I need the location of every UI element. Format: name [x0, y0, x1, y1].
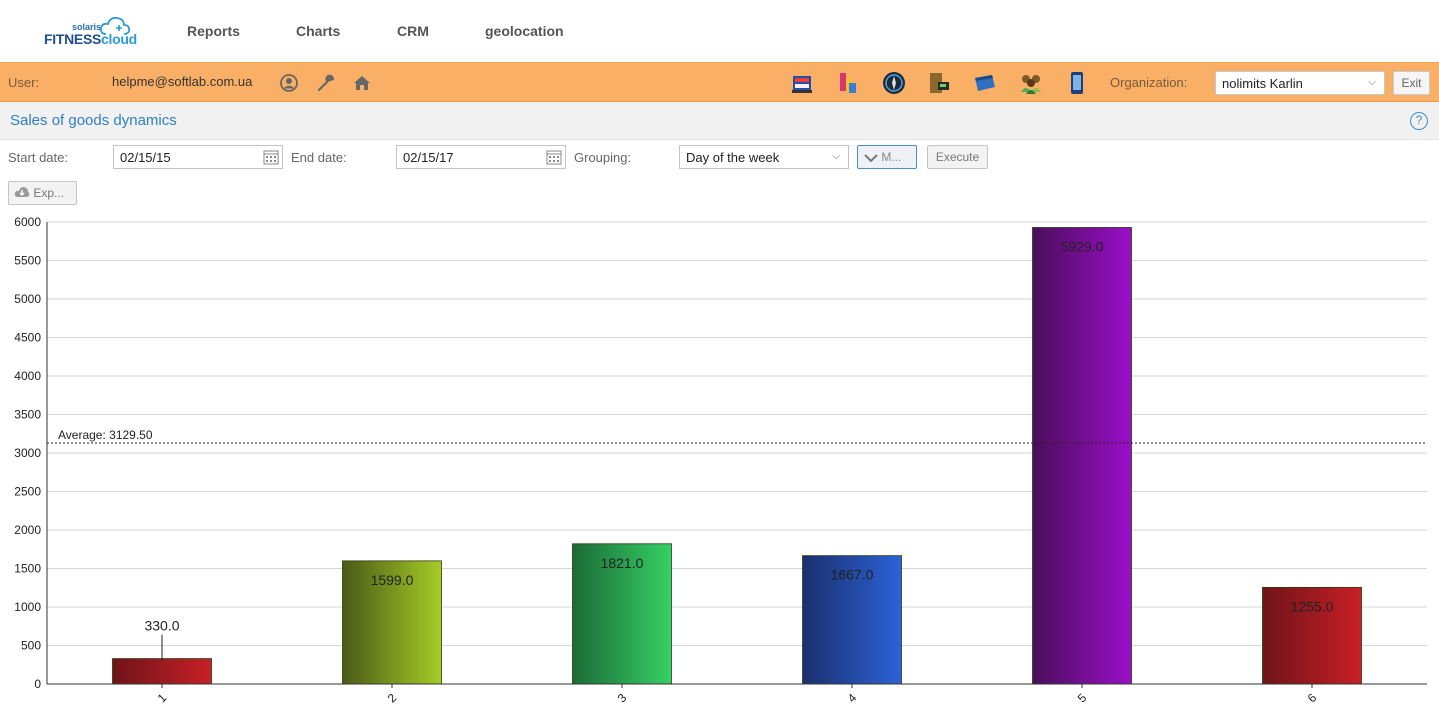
y-tick-label: 0	[34, 677, 41, 691]
average-label: Average: 3129.50	[58, 428, 153, 442]
bar[interactable]	[572, 543, 672, 685]
calendar-icon[interactable]	[546, 149, 562, 165]
export-label: Exp...	[33, 186, 65, 200]
page-title: Sales of goods dynamics	[10, 112, 177, 129]
y-tick-label: 4500	[14, 331, 41, 345]
start-date-label: Start date:	[8, 150, 68, 165]
mobile-device-icon[interactable]	[1064, 70, 1090, 96]
compass-icon[interactable]	[881, 70, 907, 96]
chevron-down-icon: ⌵	[1368, 77, 1376, 88]
door-access-icon[interactable]	[926, 70, 952, 96]
execute-button[interactable]: Execute	[927, 145, 988, 169]
data-label: 1667.0	[831, 567, 874, 583]
cloud-logo-icon	[99, 16, 131, 35]
end-date-input[interactable]: 02/15/17	[396, 145, 566, 169]
card-reader-icon[interactable]	[972, 70, 998, 96]
data-label: 1599.0	[371, 572, 414, 588]
calendar-icon[interactable]	[263, 149, 279, 165]
nav-crm[interactable]: CRM	[397, 23, 429, 39]
x-tick-label: 2	[385, 690, 400, 705]
chevron-down-icon: ⌵	[832, 151, 840, 162]
logo-solaris: solaris	[72, 22, 102, 32]
y-tick-label: 2000	[14, 523, 41, 537]
logo-fitness: FITNESScloud	[44, 31, 137, 47]
bar[interactable]	[342, 560, 442, 685]
profile-icon[interactable]	[279, 73, 299, 93]
wrench-icon[interactable]	[316, 73, 336, 93]
y-tick-label: 6000	[14, 215, 41, 229]
start-date-input[interactable]: 02/15/15	[113, 145, 283, 169]
cloud-download-icon	[14, 187, 30, 197]
home-icon[interactable]	[352, 73, 372, 93]
y-tick-label: 3500	[14, 408, 41, 422]
data-label: 330.0	[144, 618, 179, 634]
y-tick-label: 2500	[14, 485, 41, 499]
y-tick-label: 3000	[14, 446, 41, 460]
end-date-label: End date:	[291, 150, 347, 165]
user-email: helpme@softlab.com.ua	[112, 74, 253, 89]
y-tick-label: 5000	[14, 292, 41, 306]
cash-register-icon[interactable]	[789, 70, 815, 96]
x-tick-label: 5	[1075, 690, 1090, 705]
export-button[interactable]: Exp...	[8, 181, 77, 205]
user-label: User:	[8, 75, 40, 90]
nav-reports[interactable]: Reports	[187, 23, 240, 39]
multiselect-label: M...	[881, 150, 902, 164]
products-icon[interactable]	[834, 70, 860, 96]
y-tick-label: 1500	[14, 562, 41, 576]
grouping-value: Day of the week	[686, 150, 780, 165]
bar[interactable]	[802, 555, 902, 685]
sales-bar-chart: 0 500 1000 1500 2000 2500 3000 3500 4000 4500 5000…	[14, 215, 1427, 705]
data-label: 5929.0	[1061, 238, 1104, 254]
exit-button[interactable]: Exit	[1393, 71, 1430, 95]
grouping-select[interactable]: Day of the week ⌵	[679, 145, 849, 169]
y-tick-label: 5500	[14, 254, 41, 268]
x-tick-label: 1	[155, 690, 170, 705]
x-tick-label: 3	[615, 690, 630, 705]
bar[interactable]	[1032, 227, 1132, 685]
users-group-icon[interactable]	[1018, 70, 1044, 96]
bar[interactable]	[1262, 586, 1362, 685]
nav-geolocation[interactable]: geolocation	[485, 23, 564, 39]
logo[interactable]: solaris FITNESScloud	[40, 14, 140, 50]
data-label: 1255.0	[1291, 598, 1334, 614]
page-header: Sales of goods dynamics ?	[0, 102, 1439, 140]
multiselect-button[interactable]: M...	[857, 145, 917, 169]
end-date-value: 02/15/17	[403, 150, 454, 165]
help-icon[interactable]: ?	[1410, 112, 1428, 130]
data-label: 1821.0	[601, 555, 644, 571]
organization-select[interactable]: nolimits Karlin ⌵	[1215, 71, 1385, 95]
bar[interactable]	[112, 658, 212, 685]
check-icon	[864, 154, 878, 163]
x-tick-label: 6	[1305, 690, 1320, 705]
nav-charts[interactable]: Charts	[296, 23, 341, 39]
start-date-value: 02/15/15	[120, 150, 171, 165]
y-tick-label: 500	[21, 639, 41, 653]
y-tick-label: 1000	[14, 600, 41, 614]
x-tick-label: 4	[845, 690, 860, 705]
top-navigation: solaris FITNESScloud Reports Charts CRM …	[0, 0, 1439, 62]
grouping-label: Grouping:	[574, 150, 632, 165]
organization-value: nolimits Karlin	[1222, 76, 1303, 91]
y-tick-label: 4000	[14, 369, 41, 383]
user-bar: User: helpme@softlab.com.ua Organization…	[0, 62, 1439, 102]
organization-label: Organization:	[1110, 75, 1188, 90]
